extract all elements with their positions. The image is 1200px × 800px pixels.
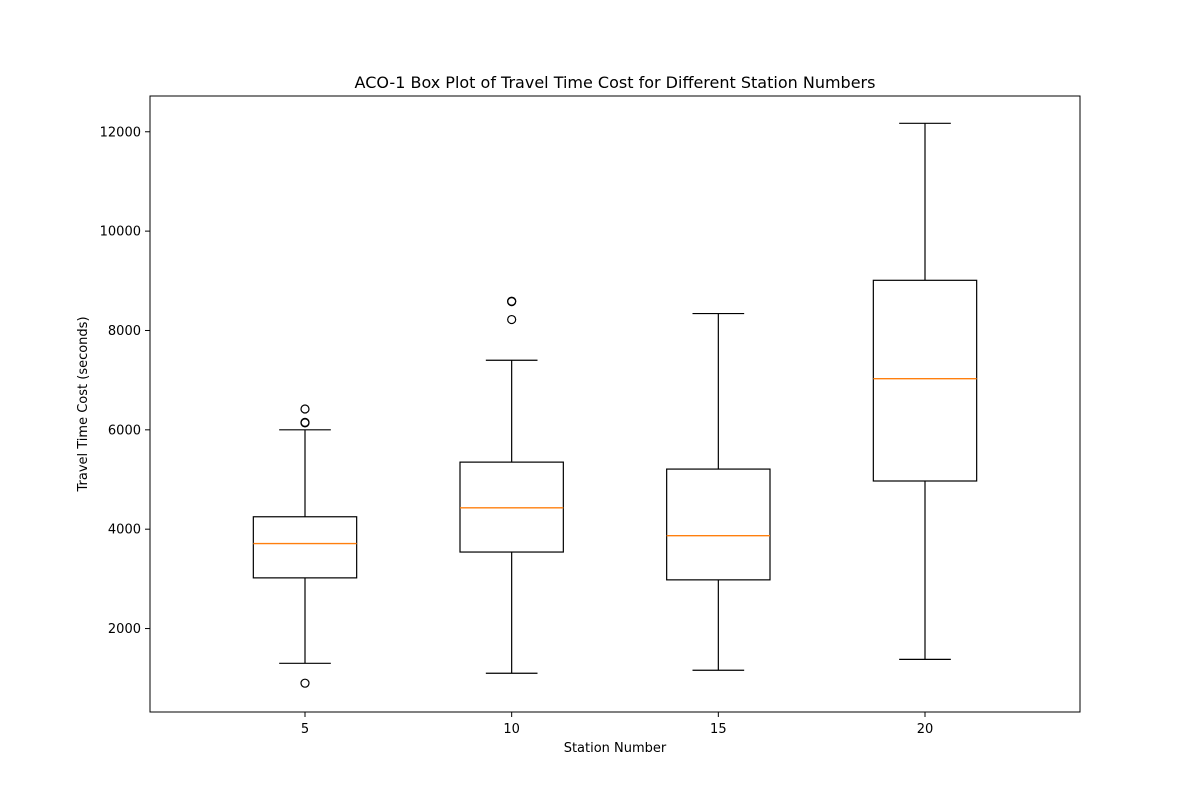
box-iqr [252,516,358,579]
x-axis-label: Station Number [564,741,667,756]
box-iqr [459,461,564,553]
outlier-point [300,404,310,414]
outlier-point [507,296,517,306]
x-tick-label: 5 [301,722,309,737]
y-tick-label: 10000 [100,225,141,240]
x-axis: 5 10 15 20 [301,712,933,737]
box-iqr [872,279,978,482]
x-tick-label: 20 [917,722,934,737]
outlier-point [507,314,517,325]
plot-frame [149,95,1081,713]
box-iqr [666,468,771,581]
y-axis-label: Travel Time Cost (seconds) [76,316,91,492]
plot-marks [252,122,978,688]
chart-title: ACO-1 Box Plot of Travel Time Cost for D… [355,73,876,92]
y-axis: 2000 4000 6000 8000 10000 12000 [100,125,150,637]
box-group-5 [252,404,358,688]
x-tick-label: 15 [710,722,727,737]
box-group-15 [666,312,771,671]
y-tick-label: 6000 [108,423,141,438]
outlier-point [300,417,310,427]
outlier-point [300,678,310,688]
box-group-20 [872,122,978,660]
x-tick-label: 10 [503,722,520,737]
y-tick-label: 2000 [108,622,141,637]
y-tick-label: 12000 [100,125,141,140]
y-tick-label: 8000 [108,324,141,339]
y-tick-label: 4000 [108,523,141,538]
box-group-10 [459,296,564,674]
